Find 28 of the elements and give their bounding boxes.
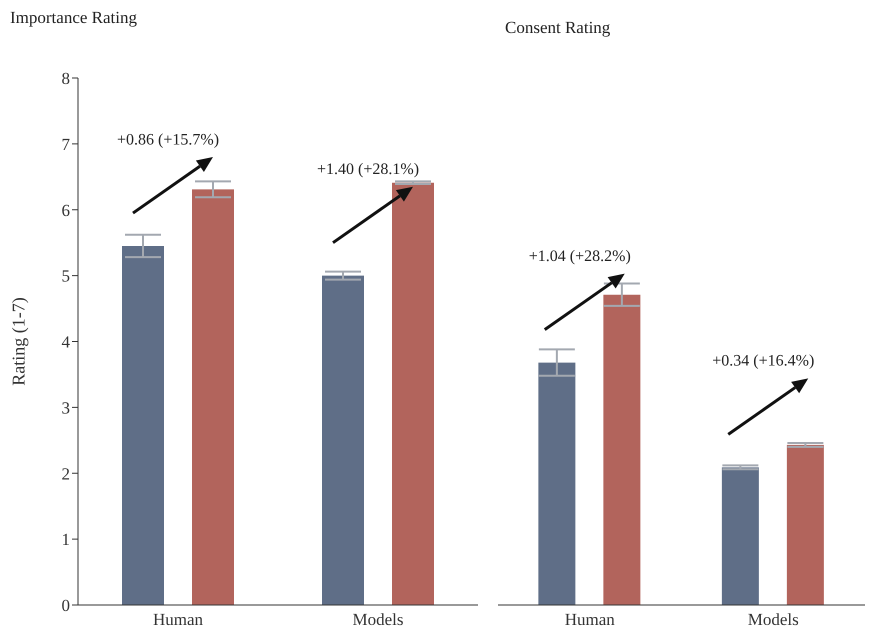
y-tick-label: 3 [62, 398, 70, 418]
bar [538, 362, 576, 605]
y-axis-title: Rating (1-7) [8, 297, 28, 386]
bar [322, 276, 364, 605]
y-tick-label: 2 [62, 464, 70, 484]
y-tick-label: 6 [62, 200, 70, 220]
bar [122, 246, 164, 605]
annotation: +1.04 (+28.2%) [528, 248, 631, 265]
x-tick-label: Models [748, 610, 799, 630]
bar [603, 294, 640, 605]
bar [192, 189, 234, 605]
annotation: +1.40 (+28.1%) [316, 160, 420, 178]
chart-title: Consent Rating [505, 18, 610, 38]
y-tick-label: 4 [62, 332, 70, 352]
x-tick-label: Models [352, 610, 404, 630]
x-tick-label: Human [152, 610, 204, 630]
chart-title: Importance Rating [10, 8, 137, 28]
bar [786, 444, 824, 605]
y-tick-label: 0 [62, 596, 70, 616]
y-tick-label: 8 [62, 69, 70, 88]
y-tick-label: 7 [62, 134, 70, 154]
x-tick-label: Human [564, 610, 616, 630]
annotation: +0.34 (+16.4%) [712, 352, 814, 370]
y-tick-label: 1 [62, 530, 70, 550]
y-tick-label: 5 [62, 266, 70, 286]
annotation: +0.86 (+15.7%) [116, 131, 220, 148]
bar [722, 467, 759, 605]
bar [392, 182, 434, 605]
